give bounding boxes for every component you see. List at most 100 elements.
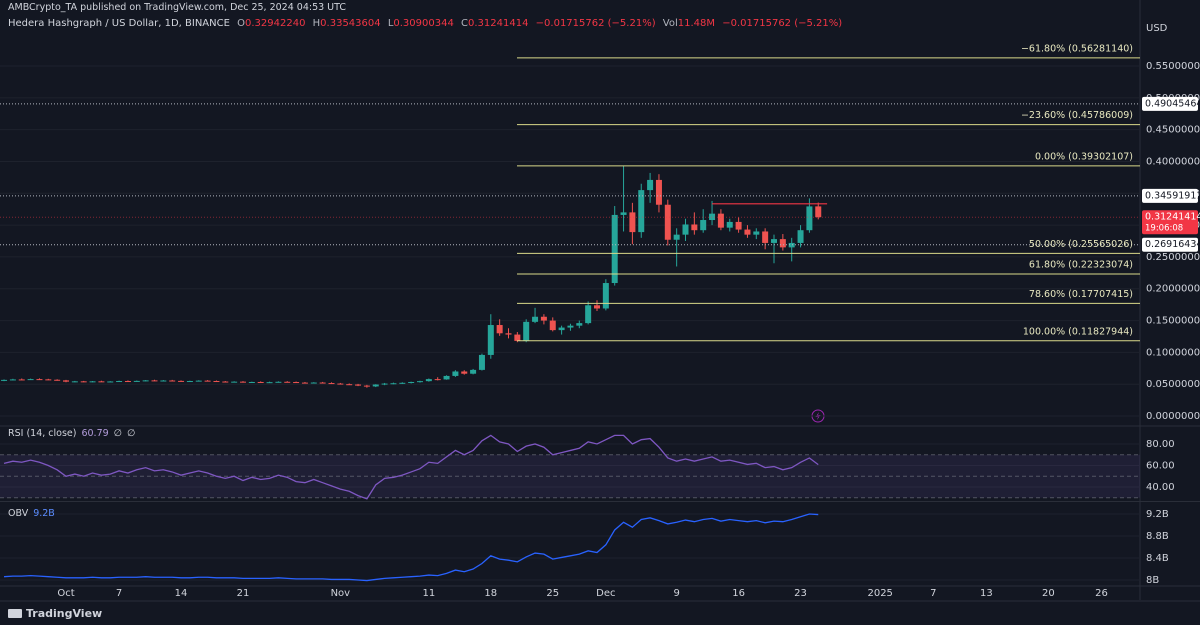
candle-body (691, 224, 698, 231)
candle-body (319, 382, 326, 384)
candle-body (337, 383, 344, 385)
candle-body (532, 316, 539, 322)
symbol-legend: Hedera Hashgraph / US Dollar, 1D, BINANC… (8, 18, 846, 29)
last-price-label: 0.31241414 (1145, 212, 1200, 223)
x-tick-label: Oct (57, 588, 74, 599)
fib-label: 0.00% (0.39302107) (1035, 151, 1133, 162)
legend-label: O (237, 18, 245, 29)
candle-body (602, 283, 609, 309)
x-tick-label: 25 (546, 588, 559, 599)
candle-body (717, 213, 724, 228)
legend-value: 0.31241414 (468, 18, 529, 29)
candle-body (815, 206, 822, 218)
y-tick-label: 8B (1146, 575, 1159, 586)
candle-body (461, 371, 468, 374)
rsi-legend: RSI (14, close) 60.79 ∅ ∅ (8, 428, 140, 439)
publisher: AMBCrypto_TA published on TradingView.co… (8, 2, 347, 13)
price-tag-label: 0.49045464 (1145, 98, 1200, 109)
candle-body (310, 382, 317, 384)
x-tick-label: 13 (980, 588, 993, 599)
legend-label: H (312, 18, 321, 29)
candle-body (160, 380, 167, 382)
candle-body (505, 333, 512, 335)
candle-body (195, 380, 202, 382)
fib-label: 50.00% (0.25565026) (1029, 239, 1133, 250)
candle-body (417, 381, 423, 383)
candle-body (655, 179, 662, 205)
candle-body (399, 382, 406, 384)
x-tick-label: 2025 (867, 588, 892, 599)
brand: TradingView (26, 607, 103, 620)
candle-body (328, 383, 335, 385)
candle-body (611, 214, 618, 284)
candle-body (213, 381, 220, 383)
price-tag-label: 0.26916434 (1145, 239, 1200, 250)
y-tick-label: 8.8B (1146, 531, 1169, 542)
candle-body (726, 221, 733, 228)
y-tick-label: 60.00 (1146, 460, 1175, 471)
candle-body (558, 327, 565, 331)
candle-body (107, 381, 114, 383)
candle-body (779, 239, 786, 248)
countdown: 19:06:08 (1145, 224, 1183, 234)
candle-body (36, 379, 43, 381)
logo (8, 609, 22, 618)
candle-body (1, 379, 8, 381)
x-tick-label: 20 (1042, 588, 1055, 599)
x-tick-label: 23 (794, 588, 807, 599)
candle-body (620, 212, 627, 215)
candle-body (27, 379, 34, 381)
legend-value: 0.30900344 (393, 18, 454, 29)
candle-body (186, 381, 193, 383)
candle-body (372, 384, 379, 387)
candle-body (63, 380, 69, 382)
candle-body (363, 385, 370, 387)
x-tick-label: 7 (930, 588, 936, 599)
candle-body (284, 381, 291, 383)
candle-body (45, 379, 52, 381)
x-tick-label: 16 (732, 588, 745, 599)
candle-body (408, 381, 415, 383)
indicator-name: RSI (14, close) (8, 428, 77, 439)
indicator-name: OBV (8, 508, 29, 519)
candle-body (275, 381, 282, 383)
candle-body (116, 381, 123, 383)
candle-body (89, 381, 96, 383)
candle-body (549, 320, 556, 331)
candle-body (576, 323, 583, 326)
legend-label: L (387, 18, 394, 29)
symbol-title: Hedera Hashgraph / US Dollar, 1D, BINANC… (8, 18, 230, 29)
candle-body (151, 380, 158, 382)
legend-value: 0.33543604 (320, 18, 381, 29)
x-tick-label: 14 (175, 588, 188, 599)
candle-body (487, 325, 494, 355)
candle-body (355, 384, 362, 386)
grid (0, 65, 1140, 581)
candle-body (762, 231, 769, 243)
candle-body (806, 206, 813, 231)
candle-body (71, 381, 78, 383)
candle-body (664, 204, 671, 240)
candle-body (647, 179, 654, 191)
currency-label: USD (1146, 23, 1168, 34)
candle-body (638, 190, 645, 233)
x-tick-label: 21 (237, 588, 250, 599)
candle-body (240, 381, 246, 383)
candle-body (293, 382, 300, 384)
x-tick-label: Nov (331, 588, 351, 599)
candle-body (797, 230, 804, 243)
publisher-line: AMBCrypto_TA published on TradingView.co… (8, 2, 350, 13)
x-tick-label: 26 (1095, 588, 1108, 599)
candle-body (133, 380, 140, 382)
x-tick-label: 11 (422, 588, 435, 599)
indicator-line (4, 513, 819, 582)
candle-body (443, 375, 450, 380)
candle-body (682, 224, 689, 235)
price-tag (1142, 237, 1198, 252)
candle-body (514, 334, 521, 341)
candle-body (735, 221, 742, 230)
